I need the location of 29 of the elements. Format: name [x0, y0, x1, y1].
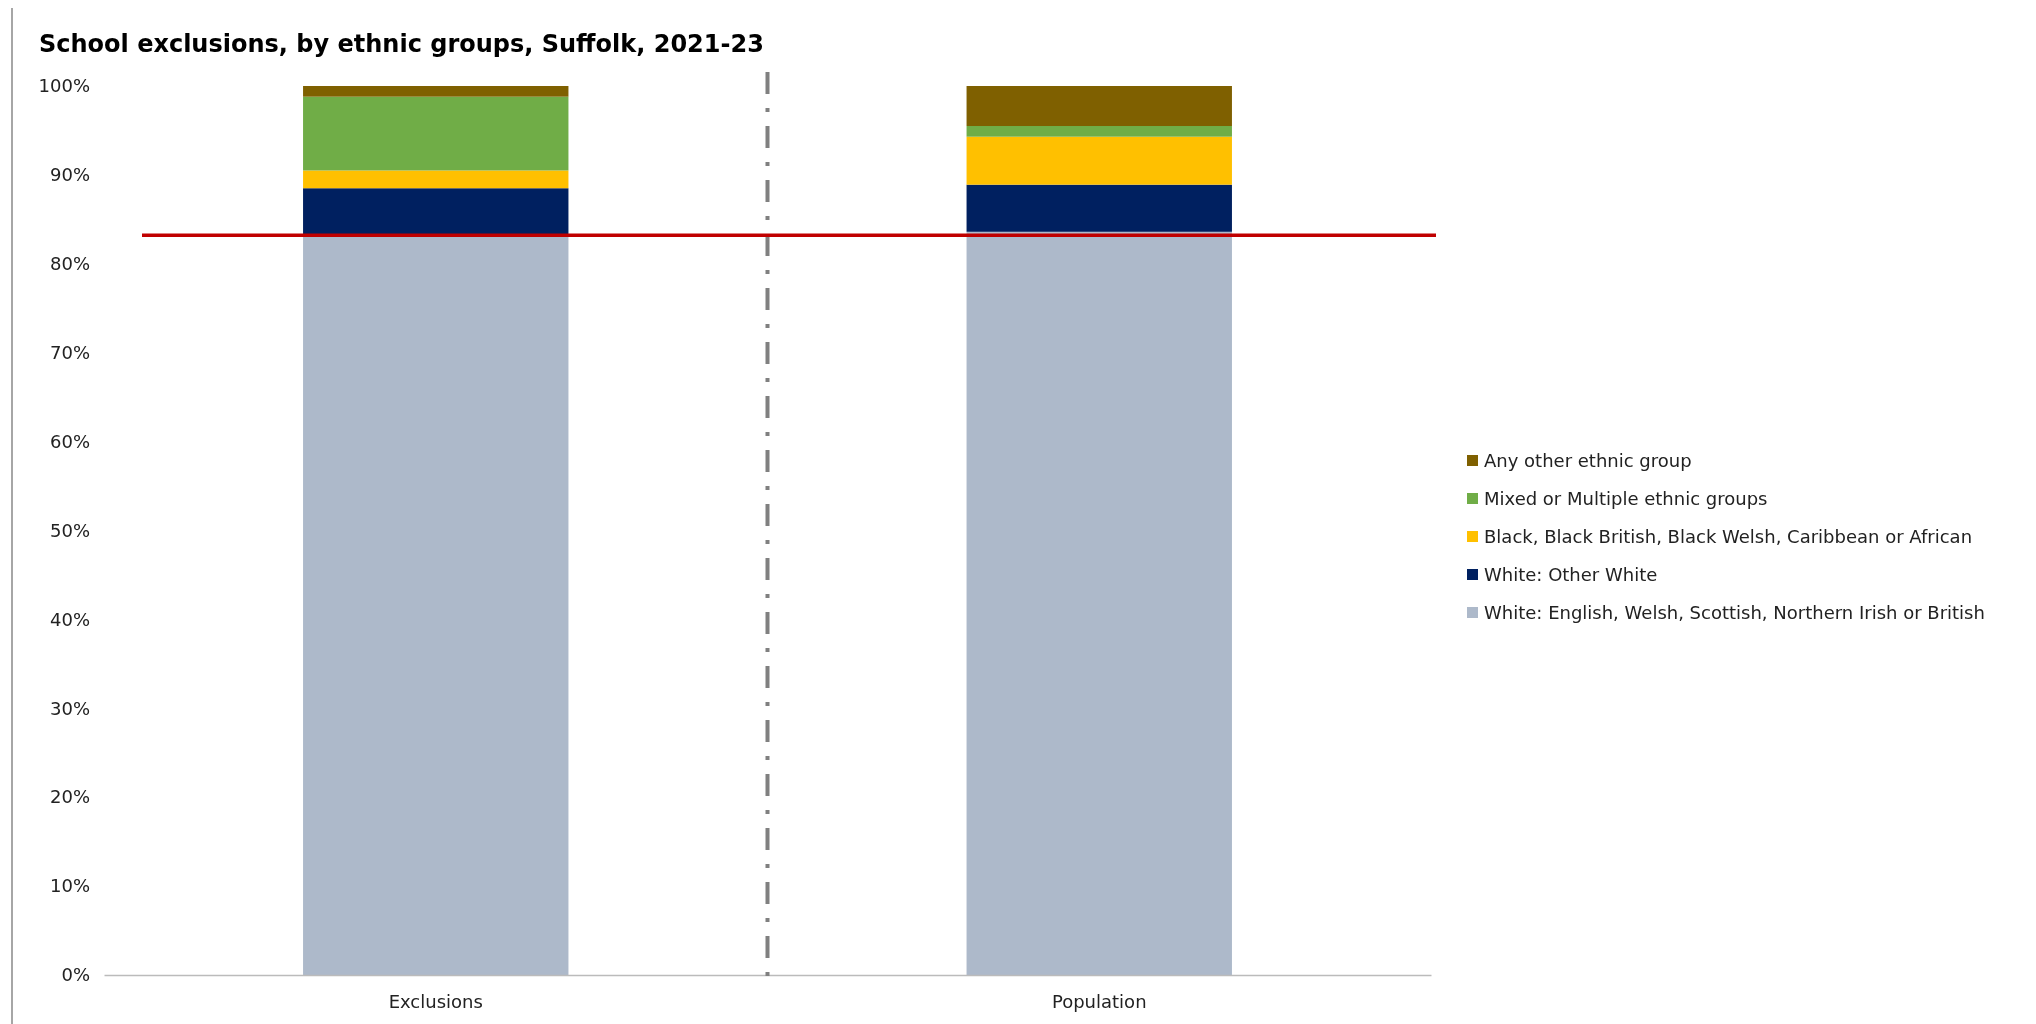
legend-label: Black, Black British, Black Welsh, Caribbean or African [1484, 526, 1973, 547]
bar [966, 86, 1232, 127]
y-tick-label: 50% [49, 519, 90, 541]
y-tick-label: 90% [49, 164, 90, 186]
bar [966, 126, 1232, 137]
y-tick-label: 0% [61, 964, 90, 986]
bar [966, 231, 1232, 975]
y-tick-label: 70% [49, 341, 90, 363]
y-tick-label: 30% [49, 697, 90, 719]
bar [303, 235, 569, 975]
legend-label: White: Other White [1484, 564, 1658, 585]
y-tick-label: 80% [49, 253, 90, 275]
legend-label: Mixed or Multiple ethnic groups [1484, 488, 1768, 509]
chart-title: School exclusions, by ethnic groups, Suffolk, 2021-23 [39, 30, 764, 58]
bar [966, 136, 1232, 185]
bar [303, 170, 569, 189]
bar [303, 188, 569, 236]
legend-label: White: English, Welsh, Scottish, Northern Irish or British [1484, 602, 1985, 623]
bar [303, 86, 569, 97]
legend-label: Any other ethnic group [1484, 450, 1692, 471]
x-tick-label: Exclusions [388, 990, 483, 1012]
bar [303, 96, 569, 171]
x-tick-label: Population [1051, 990, 1147, 1012]
y-tick-label: 100% [38, 75, 90, 97]
y-tick-label: 60% [49, 430, 90, 452]
y-tick-label: 20% [49, 786, 90, 808]
y-tick-label: 40% [49, 608, 90, 630]
y-tick-label: 10% [49, 875, 90, 897]
bar [966, 184, 1232, 232]
